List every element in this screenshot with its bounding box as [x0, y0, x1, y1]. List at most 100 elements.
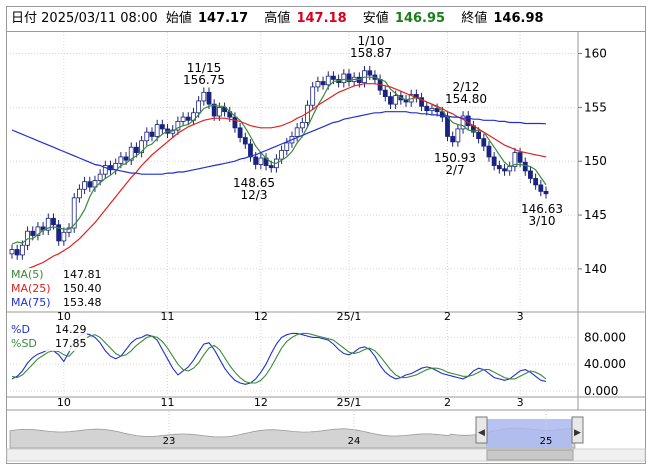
price-y-tick-label: 155	[584, 100, 607, 114]
osc-y-tick-label: 0.000	[584, 384, 618, 398]
candle-body	[149, 131, 155, 137]
stochastic-legend: %D 14.29 %SD 17.85	[11, 323, 87, 351]
close-label: 終値	[461, 11, 488, 26]
price-x-tick-label: 3	[517, 310, 524, 323]
annotation-date: 2/7	[445, 163, 464, 177]
candle-body	[159, 124, 165, 130]
candle-body	[507, 166, 513, 172]
candle-body	[232, 116, 238, 129]
annotation-price: 156.75	[183, 73, 225, 87]
osc-y-tick-label: 80.000	[584, 330, 626, 344]
candle-body	[491, 156, 497, 166]
stoch-sd-line	[11, 332, 547, 384]
candle-body	[346, 73, 352, 82]
price-y-tick-label: 160	[584, 47, 607, 61]
osc-y-tick-label: 40.000	[584, 357, 626, 371]
price-y-tick-label: 145	[584, 208, 607, 222]
annotation-price: 146.63	[521, 202, 563, 216]
candle-body	[216, 106, 222, 117]
candle-body	[439, 111, 445, 118]
candle-body	[139, 140, 145, 154]
candle-body	[512, 152, 518, 168]
candle-body	[82, 181, 87, 190]
candle-body	[102, 165, 108, 175]
candle-body	[154, 124, 160, 137]
navigator-left-arrow-icon: ◀	[478, 428, 485, 438]
candle-body	[367, 70, 373, 76]
navigator-year-label: 23	[163, 436, 176, 447]
annotation-price: 154.80	[445, 92, 487, 106]
candle-body	[45, 217, 51, 231]
candle-body	[419, 97, 424, 107]
date-label: 日付	[11, 11, 38, 26]
candle-body	[128, 146, 134, 161]
candle-body	[538, 184, 544, 192]
annotation-date: 2/12	[453, 80, 480, 94]
candle-body	[237, 127, 243, 138]
candle-body	[517, 152, 523, 163]
ohlc-header: 日付 2025/03/11 08:00 始値 147.17 高値 147.18 …	[7, 7, 645, 32]
osc-x-tick-label: 25/1	[337, 396, 362, 409]
candle-body	[533, 178, 539, 186]
candle-body	[19, 244, 25, 256]
candle-body	[465, 115, 471, 127]
candle-body	[341, 73, 347, 84]
high-label: 高値	[264, 11, 291, 26]
candle-body	[294, 127, 300, 137]
candle-body	[450, 136, 456, 143]
chart-window: 日付 2025/03/11 08:00 始値 147.17 高値 147.18 …	[6, 6, 646, 464]
candle-body	[279, 150, 284, 160]
navigator-selected-range	[486, 419, 572, 447]
candle-body	[144, 131, 150, 142]
ma-legend: MA(5) 147.81 MA(25) 150.40 MA(75) 153.48	[11, 268, 102, 310]
candle-body	[331, 75, 336, 80]
navigator-year-label: 25	[540, 436, 553, 447]
osc-x-tick-label: 12	[254, 396, 268, 409]
candle-body	[71, 197, 77, 229]
high-value: 147.18	[296, 11, 347, 26]
candle-body	[455, 128, 461, 143]
ma25-line	[11, 83, 547, 276]
candle-body	[388, 96, 393, 105]
ma5-line	[11, 76, 547, 245]
candle-body	[87, 181, 93, 188]
candle-body	[56, 224, 62, 242]
candle-body	[460, 115, 466, 130]
open-value: 147.17	[197, 11, 249, 26]
candle-body	[51, 217, 56, 226]
candle-body	[175, 120, 181, 131]
annotation-price: 150.93	[434, 151, 476, 165]
low-value: 146.95	[394, 11, 446, 26]
candle-body	[528, 170, 533, 179]
annotation-date: 11/15	[187, 61, 222, 75]
candle-body	[310, 86, 316, 106]
legend-item-ma25: MA(25) 150.40	[11, 282, 102, 295]
candle-body	[253, 156, 259, 165]
navigator-year-label: 24	[348, 436, 361, 447]
candle-body	[180, 116, 186, 122]
navigator-right-arrow-icon: ▶	[574, 428, 581, 438]
osc-x-tick-label: 11	[161, 396, 175, 409]
candle-body	[429, 108, 435, 112]
annotation-date: 1/10	[358, 34, 385, 48]
candle-body	[434, 108, 440, 113]
candle-body	[9, 249, 15, 255]
candle-body	[486, 145, 492, 158]
candle-body	[268, 165, 274, 169]
legend-item-ma75: MA(75) 153.48	[11, 296, 102, 309]
price-x-tick-label: 12	[254, 310, 268, 323]
osc-x-tick-label: 2	[444, 396, 451, 409]
candle-body	[543, 190, 549, 195]
open-label: 始値	[165, 11, 192, 26]
candle-body	[258, 157, 264, 165]
navigator-scrollbar-track	[6, 448, 646, 462]
candle-body	[108, 165, 113, 171]
stoch-d-line	[11, 332, 547, 385]
candle-body	[522, 161, 528, 172]
candle-body	[211, 103, 217, 117]
close-value: 146.98	[493, 11, 544, 26]
candle-body	[502, 168, 507, 172]
candle-body	[325, 75, 331, 86]
candle-body	[299, 122, 305, 129]
